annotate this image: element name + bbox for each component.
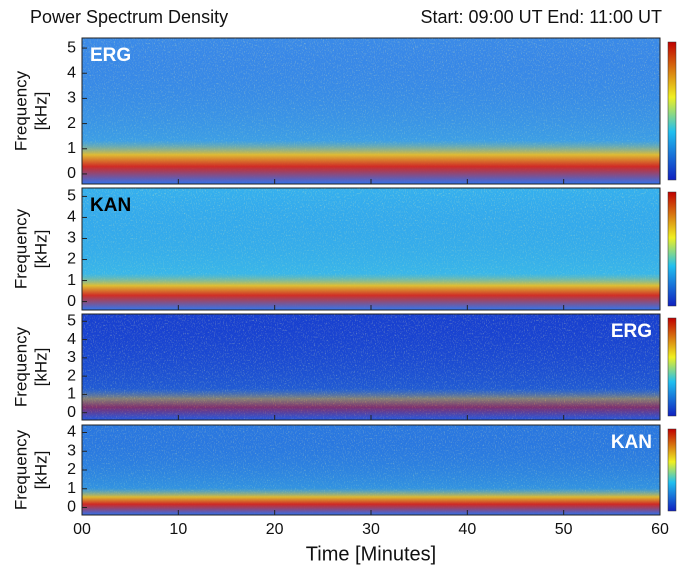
x-tick-label: 00 xyxy=(73,521,91,538)
spectrogram-low-band xyxy=(82,188,660,310)
y-tick-label: 4 xyxy=(67,209,76,226)
panel-label: KAN xyxy=(611,432,652,453)
x-axis-label: Time [Minutes] xyxy=(306,543,436,565)
y-tick-label: 5 xyxy=(67,313,76,330)
y-axis-label: [kHz] xyxy=(31,348,50,387)
y-tick-label: 0 xyxy=(67,404,76,421)
x-tick-label: 60 xyxy=(651,521,669,538)
y-tick-label: 1 xyxy=(67,140,76,157)
spectrogram-low-band xyxy=(82,425,660,515)
chart-subtitle: Start: 09:00 UT End: 11:00 UT xyxy=(421,7,662,27)
y-tick-label: 3 xyxy=(67,349,76,366)
y-axis-label: Frequency xyxy=(11,208,30,289)
colorbar xyxy=(667,41,677,181)
panel-label: ERG xyxy=(611,321,652,342)
y-axis-label: Frequency xyxy=(11,70,30,151)
y-tick-label: 3 xyxy=(67,230,76,247)
chart-title: Power Spectrum Density xyxy=(30,7,228,27)
x-tick-label: 40 xyxy=(458,521,476,538)
y-tick-label: 1 xyxy=(67,386,76,403)
y-tick-label: 2 xyxy=(67,115,76,132)
x-tick-label: 50 xyxy=(555,521,573,538)
colorbar xyxy=(667,317,677,417)
panel-label: KAN xyxy=(90,195,131,216)
y-tick-label: 0 xyxy=(67,499,76,516)
y-tick-label: 4 xyxy=(67,424,76,441)
y-tick-label: 2 xyxy=(67,367,76,384)
x-tick-label: 10 xyxy=(169,521,187,538)
y-axis-label: [kHz] xyxy=(31,92,50,131)
y-tick-label: 2 xyxy=(67,251,76,268)
colorbar xyxy=(667,191,677,307)
y-tick-label: 2 xyxy=(67,461,76,478)
y-tick-label: 3 xyxy=(67,90,76,107)
y-tick-label: 4 xyxy=(67,331,76,348)
y-axis-label: Frequency xyxy=(11,429,30,510)
y-axis-label: [kHz] xyxy=(31,451,50,490)
y-axis-label: Frequency xyxy=(11,326,30,407)
y-tick-label: 5 xyxy=(67,39,76,56)
x-tick-label: 20 xyxy=(266,521,284,538)
y-tick-label: 1 xyxy=(67,272,76,289)
y-tick-label: 1 xyxy=(67,480,76,497)
spectrogram-low-band xyxy=(82,314,660,420)
y-tick-label: 0 xyxy=(67,165,76,182)
y-tick-label: 5 xyxy=(67,188,76,205)
colorbar xyxy=(667,428,677,512)
y-tick-label: 3 xyxy=(67,442,76,459)
y-tick-label: 4 xyxy=(67,64,76,81)
spectrogram-low-band xyxy=(82,38,660,184)
x-tick-label: 30 xyxy=(362,521,380,538)
y-tick-label: 0 xyxy=(67,293,76,310)
y-axis-label: [kHz] xyxy=(31,230,50,269)
panel-label: ERG xyxy=(90,45,131,66)
